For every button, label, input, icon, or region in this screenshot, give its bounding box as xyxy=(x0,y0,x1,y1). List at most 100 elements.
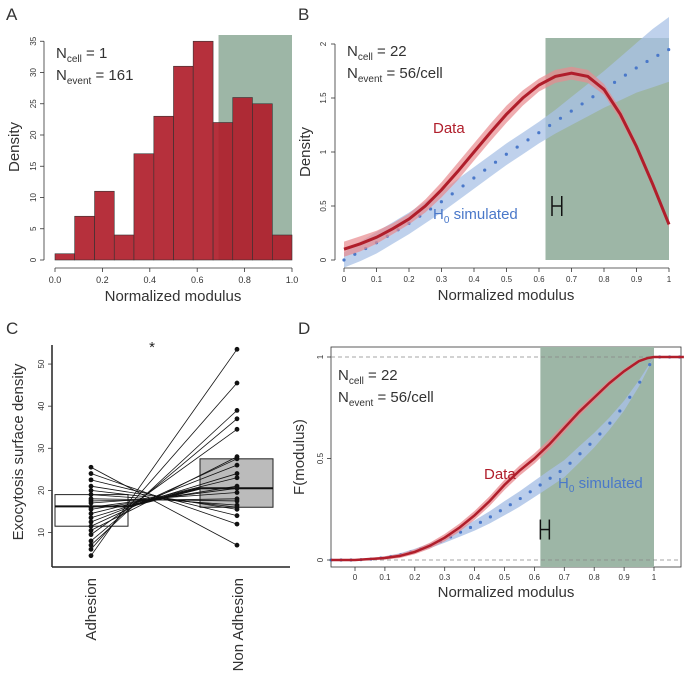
adhesion-point xyxy=(88,504,94,510)
x-tick-label: 1.0 xyxy=(286,275,299,285)
h0-simulated-point xyxy=(638,380,642,384)
x-tick-label: 0.7 xyxy=(559,573,571,582)
h0-simulated-point xyxy=(623,73,627,77)
y-tick-label: 30 xyxy=(29,68,38,77)
h0-simulated-point xyxy=(515,145,519,149)
ncell-label: Ncell = 22 xyxy=(347,43,407,63)
x-tick-label: 1 xyxy=(667,275,672,284)
non-adhesion-point xyxy=(234,490,240,495)
x-tick-label: 0.2 xyxy=(96,275,109,285)
histogram-bar xyxy=(173,65,194,261)
adhesion-point xyxy=(88,523,94,529)
h0-simulated-point xyxy=(548,476,552,480)
significance-star: * xyxy=(149,339,155,356)
paired-line xyxy=(90,477,238,514)
x-tick-label: 0.4 xyxy=(469,573,481,582)
y-tick-label: 30 xyxy=(37,443,46,452)
paired-line xyxy=(90,466,238,546)
ncell-label: Ncell = 1 xyxy=(56,45,107,65)
h0-simulated-label: H0 simulated xyxy=(558,475,643,495)
h0-simulated-point xyxy=(450,192,454,196)
histogram-bar xyxy=(232,97,253,261)
histogram-bar xyxy=(113,234,135,261)
histogram-bar xyxy=(272,234,293,261)
h0-simulated-point xyxy=(558,116,563,120)
panel-a-histogram: 0 5 10 15 20 25 30 35 0.0 0.2 0.4 0.6 0.8 1.0 Normaliz… xyxy=(6,35,298,305)
h0-simulated-point xyxy=(618,409,622,413)
x-tick-label: 0.3 xyxy=(436,275,448,284)
histogram-bar xyxy=(212,122,234,261)
data-series-label: Data xyxy=(433,120,465,137)
histogram-bar xyxy=(74,215,95,261)
histogram-bar xyxy=(252,103,273,261)
non-adhesion-point xyxy=(234,462,240,468)
non-adhesion-point xyxy=(234,542,240,548)
non-adhesion-point xyxy=(234,471,240,476)
panel-d-cdf: 0 0.5 1 0 0.1 0.2 0.3 0.4 0.5 0.6 0.7 0.8 0.9 1 Normal… xyxy=(291,346,684,601)
paired-line xyxy=(90,473,238,525)
y-tick-label: 5 xyxy=(29,226,38,231)
non-adhesion-point xyxy=(234,506,240,512)
histogram-bar xyxy=(133,153,155,261)
y-tick-label: 0.5 xyxy=(319,200,328,212)
histogram-bar xyxy=(94,190,115,261)
x-tick-label: 0 xyxy=(353,573,358,582)
adhesion-point xyxy=(88,477,94,483)
h0-simulated-point xyxy=(483,168,487,172)
adhesion-point xyxy=(88,515,94,521)
x-axis-title: Normalized modulus xyxy=(105,288,242,305)
data-confidence-band xyxy=(344,66,669,257)
x-category-label: Adhesion xyxy=(83,578,100,641)
h0-simulated-point xyxy=(518,496,522,501)
data-line xyxy=(343,71,671,251)
y-tick-label: 25 xyxy=(29,99,38,108)
adhesion-point xyxy=(88,542,94,548)
y-tick-label: 20 xyxy=(29,130,38,139)
adhesion-point xyxy=(88,471,94,476)
non-adhesion-point xyxy=(234,513,240,519)
h0-simulated-label: H0 simulated xyxy=(433,206,518,226)
histogram-bar xyxy=(153,115,174,261)
h0-simulated-point xyxy=(569,109,573,113)
h0-simulated-point xyxy=(508,503,512,507)
h0-simulated-point xyxy=(634,66,638,70)
y-tick-label: 0 xyxy=(319,257,328,262)
y-tick-label: 15 xyxy=(29,161,38,170)
histogram-bar xyxy=(54,253,75,261)
x-tick-label: 0.4 xyxy=(144,275,157,285)
h0-simulated-point xyxy=(578,452,582,456)
x-tick-label: 0.5 xyxy=(501,275,513,284)
paired-line xyxy=(90,479,238,517)
panel-letter-b: B xyxy=(298,5,309,24)
non-adhesion-point xyxy=(234,521,240,527)
x-tick-label: 0.1 xyxy=(379,573,391,582)
x-tick-label: 0.9 xyxy=(631,275,643,284)
h0-simulated-point xyxy=(461,184,465,188)
non-adhesion-point xyxy=(234,346,240,352)
y-tick-label: 0 xyxy=(29,257,38,262)
h0-simulated-point xyxy=(608,421,612,425)
y-tick-label: 35 xyxy=(29,36,38,45)
adhesion-point xyxy=(88,464,94,470)
adhesion-point xyxy=(88,519,94,525)
y-axis-title: Exocytosis surface density xyxy=(10,363,27,540)
non-adhesion-point xyxy=(234,426,240,432)
h0-simulated-point xyxy=(612,80,617,84)
h0-simulated-point xyxy=(648,363,652,367)
x-tick-label: 0.6 xyxy=(529,573,541,582)
panel-letter-a: A xyxy=(6,5,18,24)
y-tick-label: 0.5 xyxy=(316,452,325,464)
h0-simulated-point xyxy=(493,160,498,164)
x-tick-label: 0.7 xyxy=(566,275,578,284)
adhesion-point xyxy=(88,553,94,559)
non-adhesion-point xyxy=(234,485,240,491)
x-tick-label: 0.4 xyxy=(468,275,480,284)
shaded-region xyxy=(540,347,654,567)
h0-simulated-point xyxy=(498,509,502,513)
h0-simulated-point xyxy=(568,461,572,465)
x-tick-label: 0.5 xyxy=(499,573,511,582)
h0-simulated-point xyxy=(591,95,595,99)
nevent-label: Nevent = 56/cell xyxy=(338,389,434,409)
non-adhesion-point xyxy=(234,407,240,413)
